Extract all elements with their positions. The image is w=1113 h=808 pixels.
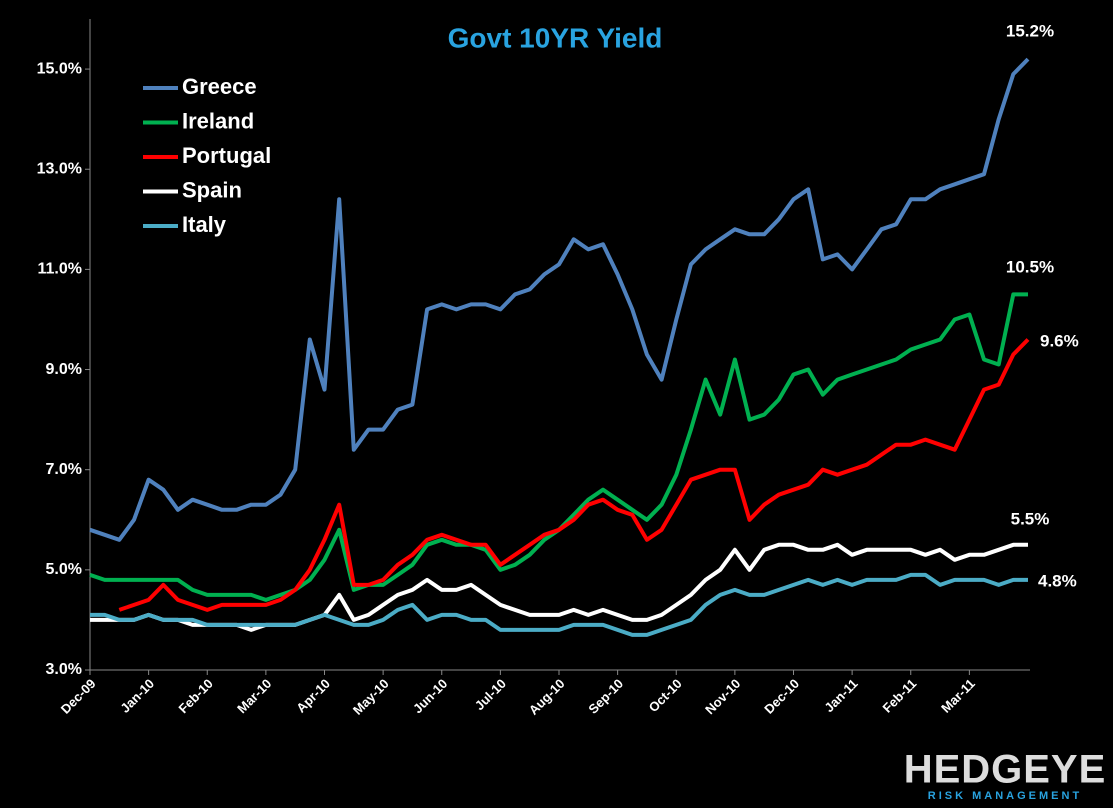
legend-label: Italy: [182, 212, 227, 237]
legend-label: Spain: [182, 177, 242, 202]
y-tick-label: 11.0%: [38, 261, 82, 278]
y-tick-label: 13.0%: [37, 160, 82, 177]
y-tick-label: 15.0%: [37, 60, 82, 77]
end-label: 9.6%: [1040, 331, 1079, 350]
y-tick-label: 3.0%: [46, 661, 82, 678]
end-label: 15.2%: [1006, 21, 1054, 40]
end-label: 5.5%: [1011, 509, 1050, 528]
series-line: [90, 542, 1028, 632]
y-tick-label: 7.0%: [46, 461, 82, 478]
legend-label: Greece: [182, 74, 257, 99]
y-tick-label: 9.0%: [46, 361, 82, 378]
end-label: 4.8%: [1038, 571, 1077, 590]
logo: HEDGEYE: [904, 748, 1107, 792]
y-tick-label: 5.0%: [46, 561, 82, 578]
series-line: [118, 338, 1030, 612]
end-label: 10.5%: [1006, 257, 1054, 276]
legend-label: Ireland: [182, 108, 254, 133]
legend-label: Portugal: [182, 143, 271, 168]
logo-tagline: RISK MANAGEMENT: [928, 790, 1082, 802]
series-line: [89, 57, 1030, 542]
series-line: [90, 572, 1028, 637]
chart-title: Govt 10YR Yield: [448, 22, 663, 53]
